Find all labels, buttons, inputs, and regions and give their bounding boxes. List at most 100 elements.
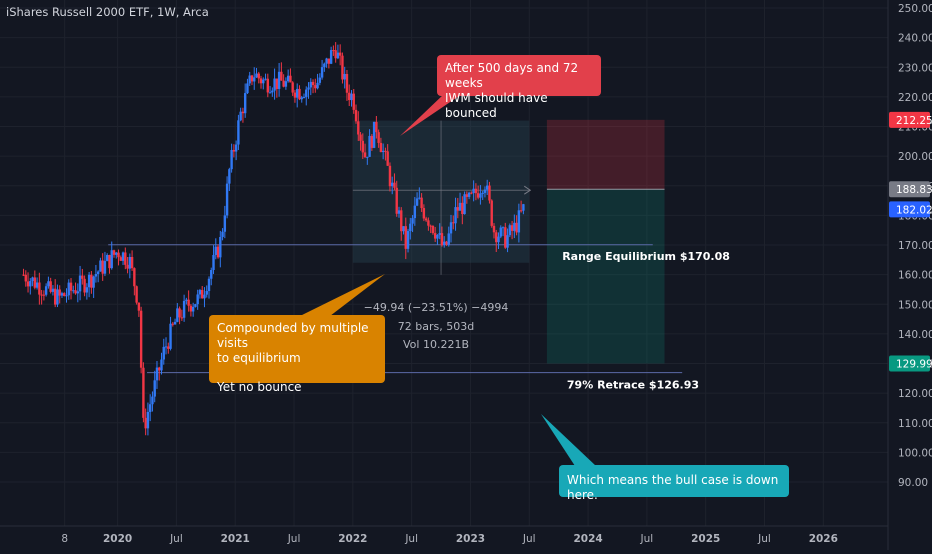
candle-body: [298, 88, 301, 100]
candle: [415, 192, 419, 207]
candle: [74, 282, 77, 295]
candle: [221, 228, 224, 241]
price-tick-label: 220.00: [898, 92, 932, 104]
candle-body: [76, 291, 80, 294]
callout-bull-case-note[interactable]: Which means the bull case is down here.: [559, 465, 789, 502]
callout-equilibrium-note[interactable]: Compounded by multiple visits to equilib…: [209, 315, 385, 394]
candle-body: [115, 252, 118, 255]
callout-bounce-note[interactable]: After 500 days and 72 weeks IWM should h…: [437, 55, 601, 120]
candle: [130, 250, 134, 271]
candle: [58, 285, 61, 304]
candle-body: [363, 152, 367, 158]
candle: [316, 73, 319, 90]
candle: [429, 224, 432, 234]
candle: [250, 74, 254, 86]
candle-body: [481, 192, 484, 194]
time-tick-label: Jul: [757, 533, 771, 545]
price-label-text: 182.02: [896, 204, 932, 216]
candle-body: [130, 256, 134, 269]
candle-body: [472, 188, 475, 194]
candle-body: [357, 121, 360, 135]
candle: [411, 215, 414, 233]
candle-body: [29, 281, 32, 287]
candle-body: [379, 142, 383, 153]
candle: [517, 203, 521, 243]
candle-body: [431, 225, 435, 234]
candle: [379, 137, 383, 153]
candle: [329, 46, 333, 65]
candle: [481, 190, 484, 200]
candle: [309, 78, 312, 96]
candle-body: [146, 411, 150, 429]
candle: [171, 321, 175, 327]
candle: [320, 59, 324, 80]
candle-body: [463, 194, 466, 215]
candle: [449, 214, 453, 243]
candle: [348, 84, 351, 107]
candle: [515, 215, 518, 236]
candle: [228, 167, 231, 191]
price-tick-label: 240.00: [898, 33, 932, 45]
candle: [176, 303, 179, 323]
candle: [96, 270, 100, 283]
candle-body: [96, 271, 100, 275]
candle: [210, 267, 213, 286]
candle-body: [284, 81, 288, 87]
candle: [22, 268, 25, 277]
candle-body: [409, 223, 412, 232]
price-tick-label: 250.00: [898, 3, 932, 15]
candle-body: [155, 367, 159, 381]
candle-body: [24, 274, 27, 282]
candle: [38, 272, 41, 305]
candle: [409, 217, 412, 240]
candle-body: [212, 254, 215, 271]
measure-bars-stat: 72 bars, 503d: [397, 320, 475, 333]
candle-body: [42, 294, 46, 296]
candle: [24, 270, 27, 287]
candle: [212, 245, 215, 274]
time-tick-label: 2022: [338, 533, 367, 545]
candle-body: [191, 306, 195, 312]
candle: [83, 275, 86, 297]
candle: [334, 42, 337, 63]
candle-body: [427, 220, 430, 226]
callout-equilibrium-line-4: Yet no bounce: [217, 380, 302, 394]
candle-body: [366, 156, 369, 158]
candle: [164, 337, 168, 355]
candle-body: [133, 268, 136, 287]
candle: [239, 107, 242, 122]
time-tick-label: 2025: [691, 533, 720, 545]
candle-body: [60, 293, 64, 296]
candle-body: [257, 73, 260, 79]
candle: [465, 191, 469, 204]
candle-body: [171, 323, 175, 325]
candle-body: [144, 417, 147, 429]
candle: [375, 115, 378, 139]
candle-body: [458, 202, 462, 211]
candle: [121, 251, 125, 266]
candle: [255, 67, 258, 78]
candle: [311, 79, 315, 94]
candle-body: [237, 120, 240, 145]
candle: [370, 134, 374, 151]
candle-body: [94, 274, 98, 277]
candle: [189, 304, 193, 317]
time-tick-label: 8: [61, 533, 68, 545]
candle-body: [305, 89, 308, 97]
candle: [501, 226, 505, 237]
grid-lines: [0, 0, 888, 526]
candle-body: [69, 282, 73, 291]
candle: [60, 291, 64, 298]
candle-body: [393, 182, 396, 188]
price-tick-label: 90.00: [898, 477, 928, 489]
candle-body: [273, 78, 276, 91]
candle: [436, 234, 439, 245]
candle-body: [259, 78, 263, 84]
candle: [381, 143, 385, 160]
candle-body: [158, 367, 161, 371]
candle: [504, 222, 507, 249]
candle-body: [58, 289, 61, 296]
candle-body: [467, 192, 471, 197]
candle: [325, 57, 328, 68]
candle: [264, 73, 267, 81]
